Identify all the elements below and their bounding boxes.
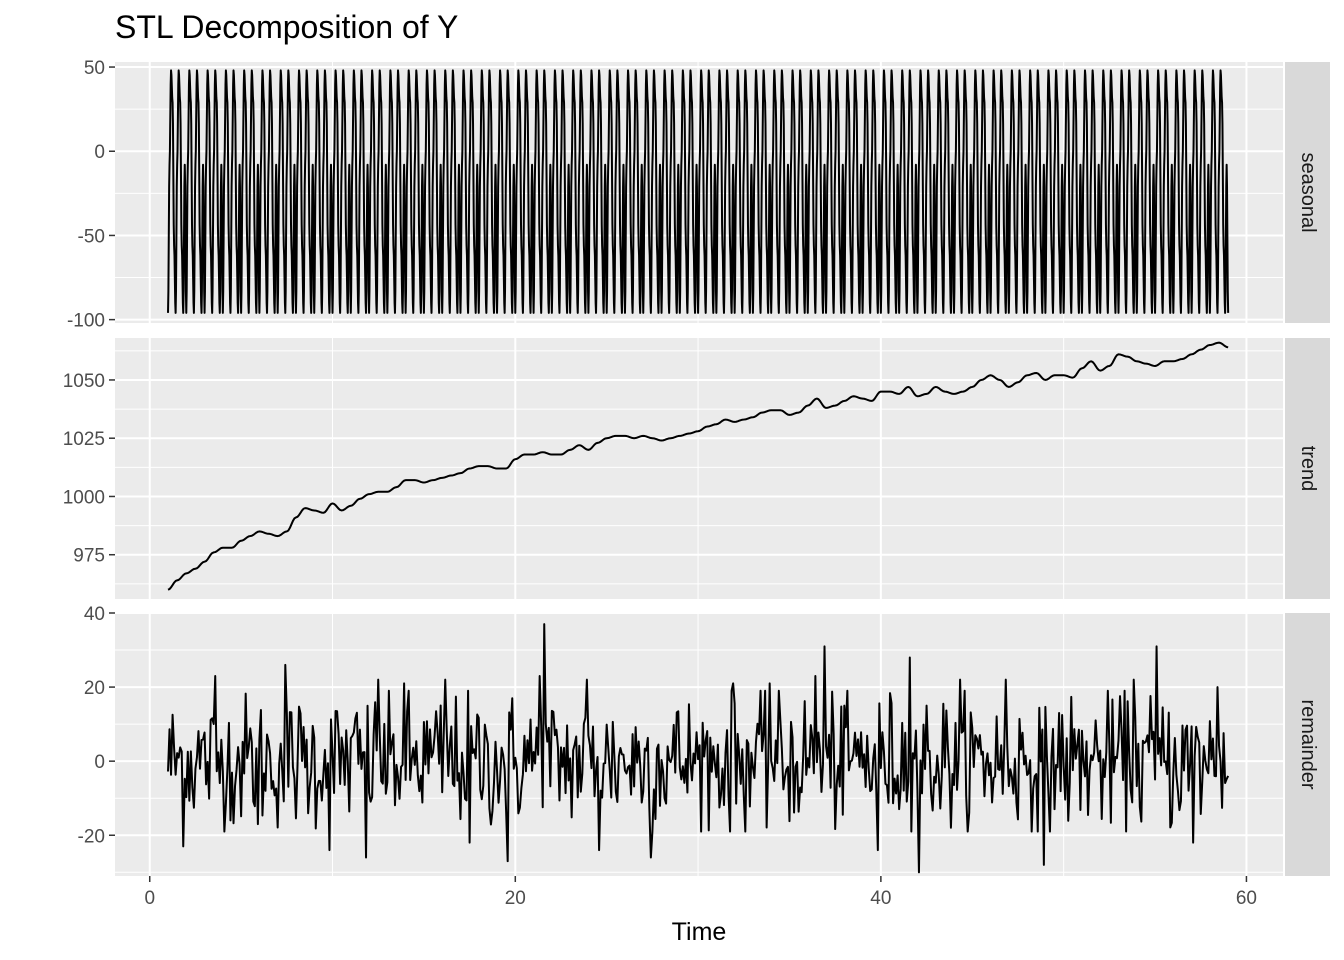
trend-series-line — [167, 341, 1229, 591]
panel-seasonal: -100 -50 0 50 seasonal — [67, 58, 1330, 332]
facet-strip — [1285, 62, 1330, 323]
y-tick-label: 0 — [94, 752, 105, 773]
x-axis: 0 20 40 60 — [144, 876, 1257, 909]
y-tick-label: 975 — [73, 546, 105, 567]
facet-strip — [1285, 613, 1330, 876]
facet-strip — [1285, 338, 1330, 599]
y-tick-label: -50 — [78, 226, 105, 247]
y-tick-label: 0 — [94, 142, 105, 163]
y-tick-label: 40 — [84, 604, 105, 625]
x-axis-title: Time — [672, 918, 727, 946]
x-tick-label: 60 — [1236, 888, 1257, 909]
chart-title: STL Decomposition of Y — [115, 9, 458, 45]
x-tick-label: 20 — [505, 888, 526, 909]
x-tick-label: 0 — [144, 888, 155, 909]
facet-strip-label: trend — [1297, 446, 1319, 492]
panel-trend: 975 1000 1025 1050 trend — [63, 338, 1330, 599]
y-tick-label: 1000 — [63, 487, 105, 508]
y-tick-label: -20 — [78, 826, 105, 847]
y-tick-label: 20 — [84, 678, 105, 699]
facet-strip-label: seasonal — [1297, 152, 1319, 232]
panel-remainder: -20 0 20 40 remainder — [78, 604, 1330, 876]
chart-panels: -100 -50 0 50 seasonal 975 1000 1025 1050 trend -2… — [63, 58, 1330, 876]
facet-strip-label: remainder — [1297, 699, 1319, 789]
y-tick-label: 1050 — [63, 371, 105, 392]
panel-background — [115, 338, 1283, 599]
y-tick-label: 1025 — [63, 429, 105, 450]
x-tick-label: 40 — [870, 888, 891, 909]
remainder-series-line — [167, 623, 1230, 874]
seasonal-series-line — [167, 69, 1230, 314]
y-tick-label: 50 — [84, 58, 105, 79]
y-tick-label: -100 — [67, 311, 105, 332]
